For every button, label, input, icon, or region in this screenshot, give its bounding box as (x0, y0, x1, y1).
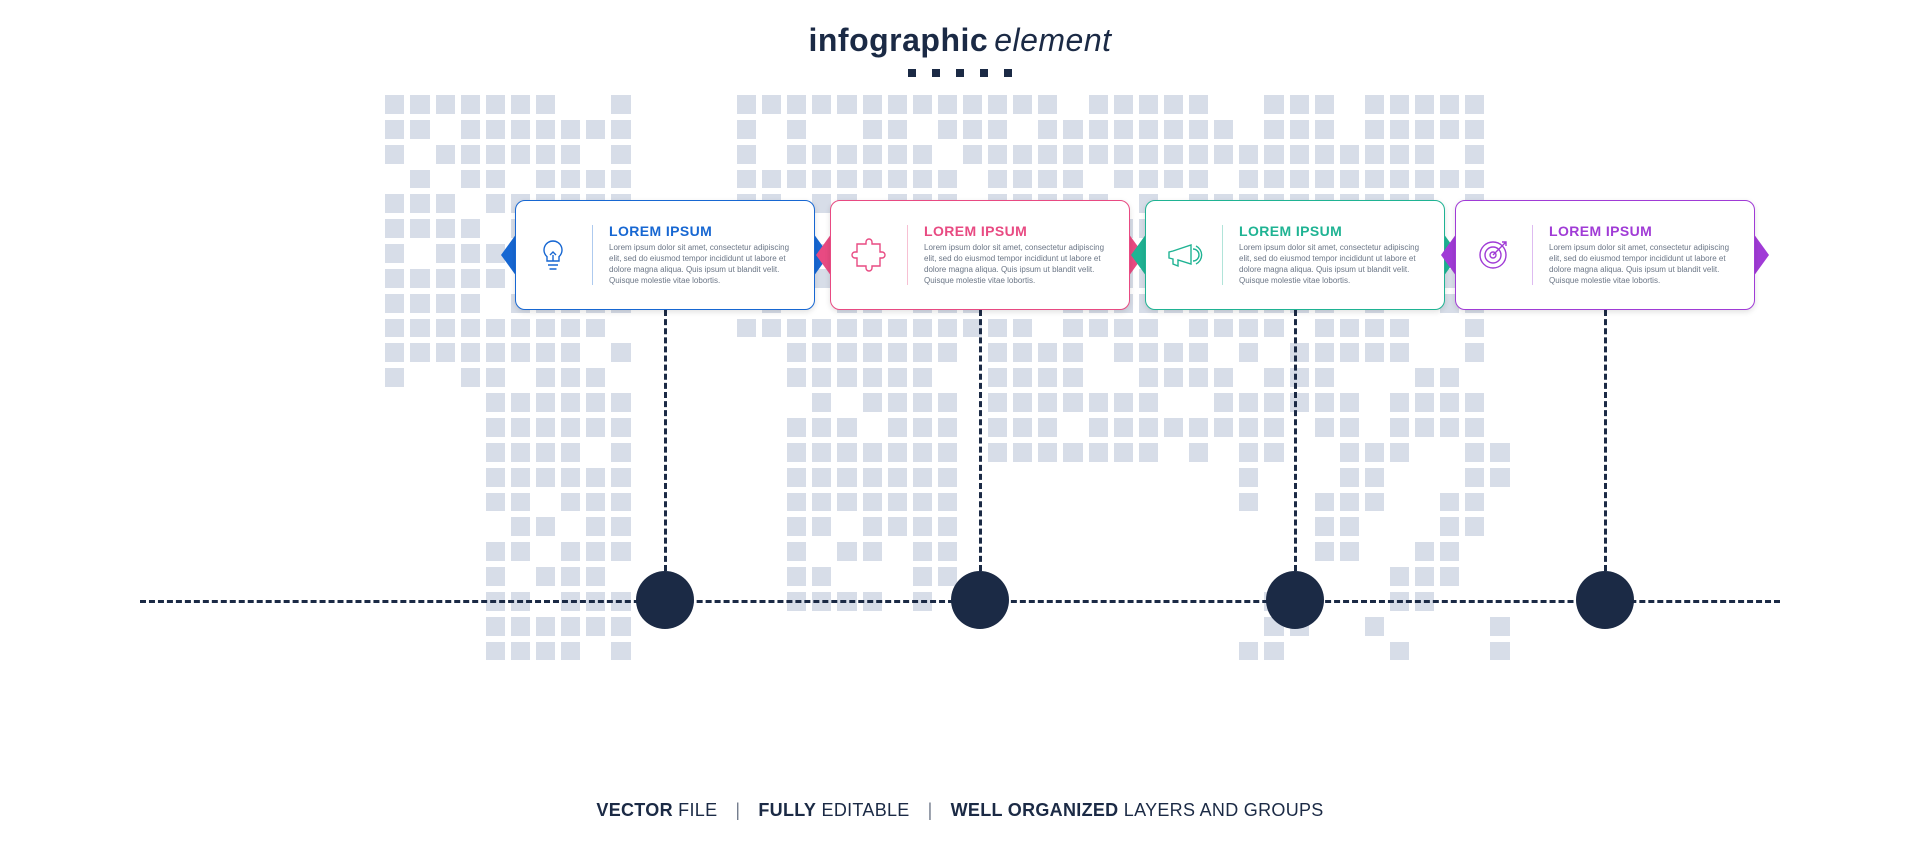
timeline-node (951, 571, 1009, 629)
card-panel: LOREM IPSUM Lorem ipsum dolor sit amet, c… (1455, 200, 1755, 310)
card-text: LOREM IPSUM Lorem ipsum dolor sit amet, c… (1239, 223, 1426, 286)
connector-line (664, 310, 667, 571)
card-divider (1532, 225, 1533, 285)
card-panel: LOREM IPSUM Lorem ipsum dolor sit amet, c… (1145, 200, 1445, 310)
connector-line (1294, 310, 1297, 571)
card-title: LOREM IPSUM (609, 223, 796, 239)
card-body: Lorem ipsum dolor sit amet, consectetur … (1549, 243, 1736, 286)
title-italic: element (994, 22, 1111, 58)
world-map-background (310, 95, 1610, 735)
puzzle-icon (845, 232, 891, 278)
card-text: LOREM IPSUM Lorem ipsum dolor sit amet, c… (609, 223, 796, 286)
infographic-stage: infographicelement LOREM IPSUM Lorem ipsu… (0, 0, 1920, 845)
footer-part: VECTOR FILE (596, 800, 717, 820)
card-text: LOREM IPSUM Lorem ipsum dolor sit amet, c… (1549, 223, 1736, 286)
card-divider (907, 225, 908, 285)
header-dot (956, 69, 964, 77)
footer-part: FULLY EDITABLE (758, 800, 909, 820)
footer-separator: | (928, 800, 933, 820)
header-dot (908, 69, 916, 77)
step-card: LOREM IPSUM Lorem ipsum dolor sit amet, c… (1145, 200, 1445, 310)
title-bold: infographic (808, 22, 988, 58)
card-body: Lorem ipsum dolor sit amet, consectetur … (924, 243, 1111, 286)
card-body: Lorem ipsum dolor sit amet, consectetur … (1239, 243, 1426, 286)
footer-part: WELL ORGANIZED LAYERS AND GROUPS (951, 800, 1324, 820)
footer: VECTOR FILE | FULLY EDITABLE | WELL ORGANIZE… (0, 800, 1920, 821)
card-panel: LOREM IPSUM Lorem ipsum dolor sit amet, c… (515, 200, 815, 310)
header-dot (1004, 69, 1012, 77)
card-divider (1222, 225, 1223, 285)
megaphone-icon (1160, 232, 1206, 278)
card-text: LOREM IPSUM Lorem ipsum dolor sit amet, c… (924, 223, 1111, 286)
header-dot (932, 69, 940, 77)
connector-line (979, 310, 982, 571)
card-body: Lorem ipsum dolor sit amet, consectetur … (609, 243, 796, 286)
header: infographicelement (0, 22, 1920, 77)
header-dot (980, 69, 988, 77)
timeline-node (1576, 571, 1634, 629)
card-title: LOREM IPSUM (1549, 223, 1736, 239)
card-panel: LOREM IPSUM Lorem ipsum dolor sit amet, c… (830, 200, 1130, 310)
connector-line (1604, 310, 1607, 571)
step-card: LOREM IPSUM Lorem ipsum dolor sit amet, c… (830, 200, 1130, 310)
timeline-node (636, 571, 694, 629)
footer-separator: | (735, 800, 740, 820)
card-title: LOREM IPSUM (1239, 223, 1426, 239)
target-icon (1470, 232, 1516, 278)
card-divider (592, 225, 593, 285)
timeline-node (1266, 571, 1324, 629)
header-dots (0, 69, 1920, 77)
card-title: LOREM IPSUM (924, 223, 1111, 239)
lightbulb-icon (530, 232, 576, 278)
page-title: infographicelement (0, 22, 1920, 59)
step-card: LOREM IPSUM Lorem ipsum dolor sit amet, c… (515, 200, 815, 310)
step-card: LOREM IPSUM Lorem ipsum dolor sit amet, c… (1455, 200, 1755, 310)
